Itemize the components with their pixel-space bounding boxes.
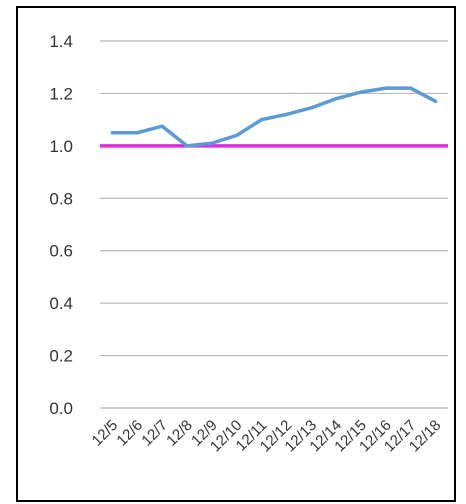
- data-point: [110, 131, 114, 135]
- y-tick-label: 1.4: [49, 32, 73, 51]
- data-point: [210, 141, 214, 145]
- series-line: [110, 86, 438, 148]
- x-axis-tick-labels: 12/512/612/712/812/912/1012/1112/1212/13…: [89, 417, 445, 456]
- data-point: [284, 112, 288, 116]
- y-tick-label: 1.0: [49, 137, 73, 156]
- gridlines: [100, 40, 448, 409]
- y-tick-label: 0.0: [49, 399, 73, 418]
- data-point: [235, 133, 239, 137]
- data-point: [260, 118, 264, 122]
- data-point: [309, 106, 313, 110]
- x-tick-label: 12/5: [89, 417, 122, 450]
- y-axis-tick-labels: 0.0 0.2 0.4 0.6 0.8 1.0 1.2 1.4: [49, 32, 73, 418]
- data-point: [135, 131, 139, 135]
- data-point: [160, 124, 164, 128]
- data-point: [384, 86, 388, 90]
- data-point: [334, 97, 338, 101]
- data-point: [434, 99, 438, 103]
- y-tick-label: 1.2: [49, 84, 73, 103]
- series-group: [110, 86, 438, 148]
- data-point: [359, 90, 363, 94]
- data-point: [409, 86, 413, 90]
- data-point: [185, 144, 189, 148]
- x-tick-label: 12/8: [163, 417, 196, 450]
- y-tick-label: 0.2: [49, 347, 73, 366]
- x-tick-label: 12/7: [138, 417, 171, 450]
- y-tick-label: 0.4: [49, 294, 73, 313]
- y-tick-label: 0.8: [49, 189, 73, 208]
- y-tick-label: 0.6: [49, 242, 73, 261]
- x-tick-label: 12/6: [113, 417, 146, 450]
